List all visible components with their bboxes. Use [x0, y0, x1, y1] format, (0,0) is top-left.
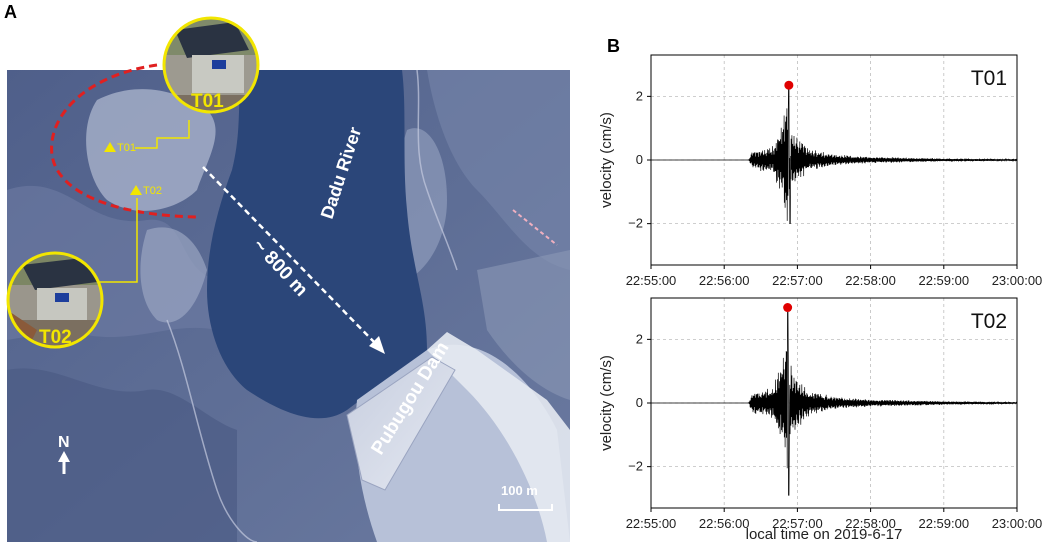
x-tick-label: 22:57:00	[772, 273, 823, 288]
y-tick-label: 2	[636, 88, 643, 103]
y-axis-label: velocity (cm/s)	[598, 355, 615, 451]
x-tick-label: 23:00:00	[992, 516, 1043, 531]
y-tick-label: 2	[636, 331, 643, 346]
panel-letter-a: A	[4, 2, 17, 22]
x-tick-label: 22:55:00	[626, 273, 677, 288]
scale-label: 100 m	[501, 483, 538, 498]
x-tick-label: 22:57:00	[772, 516, 823, 531]
photo-label-t02: T02	[39, 327, 72, 348]
north-arrow: N	[58, 434, 70, 474]
waveform-series	[651, 311, 1018, 496]
satellite-map: T01 T02 Dadu River ~ 800 m Pubugou Dam N…	[6, 16, 570, 542]
station-marker-t01: T01	[104, 120, 190, 154]
station-title: T02	[971, 310, 1007, 333]
peak-marker	[783, 303, 793, 313]
x-tick-label: 22:58:00	[845, 273, 896, 288]
chart-t01: 22:55:00 22:56:00 22:57:00 22:58:00 22:59:00…	[598, 54, 1043, 288]
x-axis-label: local time on 2019-6-17	[746, 526, 903, 542]
chart-t02: 22:55:00 22:56:00 22:57:00 22:58:00 22:59:00…	[598, 297, 1043, 531]
y-tick-label: 0	[636, 152, 643, 167]
y-tick-label: −2	[628, 216, 643, 231]
seismogram-charts: 22:55:00 22:56:00 22:57:00 22:58:00 22:59:00…	[598, 54, 1043, 542]
scale-bar: 100 m	[498, 483, 553, 511]
x-tick-label: 23:00:00	[992, 273, 1043, 288]
panel-letter-b: B	[607, 36, 620, 56]
x-tick-label: 22:56:00	[699, 516, 750, 531]
peak-marker	[784, 80, 794, 90]
station-marker-label-t01: T01	[117, 142, 136, 154]
station-title: T01	[971, 67, 1007, 90]
landslide-boundary	[50, 63, 198, 219]
station-marker-t02: T02	[97, 185, 162, 283]
north-label: N	[58, 434, 70, 451]
x-tick-label: 22:56:00	[699, 273, 750, 288]
station-marker-label-t02: T02	[143, 185, 162, 197]
x-tick-label: 22:59:00	[918, 516, 969, 531]
x-tick-label: 22:59:00	[918, 273, 969, 288]
waveform-series	[651, 88, 1018, 224]
distance-arrow	[202, 166, 385, 354]
map-panel: T01 T02 Dadu River ~ 800 m Pubugou Dam N…	[6, 16, 570, 542]
map-background	[7, 70, 570, 542]
x-tick-label: 22:55:00	[626, 516, 677, 531]
y-tick-label: −2	[628, 459, 643, 474]
y-tick-label: 0	[636, 395, 643, 410]
x-tick-label: 22:58:00	[845, 516, 896, 531]
photo-inset-t01: T01	[162, 16, 260, 114]
y-axis-label: velocity (cm/s)	[598, 112, 615, 208]
photo-label-t01: T01	[191, 91, 224, 112]
